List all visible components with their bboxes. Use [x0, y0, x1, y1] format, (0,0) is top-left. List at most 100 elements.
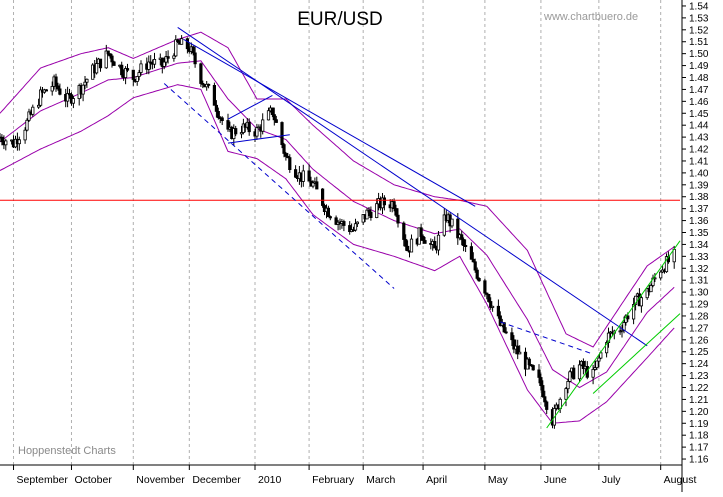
candle-body-53 — [139, 63, 143, 73]
trend-line-2 — [183, 38, 476, 207]
candle-body-18 — [44, 89, 49, 92]
candle-body-182 — [489, 301, 493, 308]
y-tick-label-20: 1.36 — [689, 216, 709, 227]
y-tick-label-14: 1.30 — [689, 288, 709, 299]
y-tick-label-17: 1.33 — [689, 252, 709, 263]
trend-line-6 — [500, 321, 594, 355]
candle-body-150 — [404, 239, 408, 247]
candle-body-69 — [185, 38, 189, 50]
trend-line-5 — [227, 134, 290, 144]
candle-body-78 — [206, 83, 211, 86]
candle-body-132 — [353, 223, 358, 231]
candle-body-81 — [216, 111, 220, 119]
candle-body-249 — [672, 248, 676, 263]
candle-body-122 — [326, 207, 331, 217]
x-axis-ticks: September October November December 2010 Febr… — [13, 465, 696, 486]
candle-body-55 — [147, 61, 151, 70]
candle-body-74 — [199, 63, 203, 84]
y-tick-label-10: 1.26 — [689, 335, 709, 346]
candle-body-213 — [572, 367, 576, 380]
candle-body-185 — [498, 315, 502, 326]
candle-body-210 — [566, 380, 570, 390]
candle-body-102 — [272, 114, 276, 121]
candle-body-192 — [516, 345, 520, 355]
candle-body-40 — [106, 50, 110, 55]
x-tick-label-5: February — [312, 474, 355, 486]
candle-body-41 — [108, 53, 112, 57]
candle-body-173 — [463, 244, 468, 247]
candle-body-183 — [490, 305, 495, 308]
candle-body-230 — [620, 329, 624, 332]
y-tick-label-7: 1.23 — [689, 371, 709, 382]
candle-body-19 — [50, 86, 54, 92]
y-tick-label-29: 1.45 — [689, 109, 709, 120]
candle-body-43 — [112, 61, 116, 66]
candle-body-11 — [27, 111, 31, 121]
candle-body-133 — [355, 221, 360, 225]
y-tick-label-32: 1.48 — [689, 73, 709, 84]
candle-body-148 — [396, 214, 400, 224]
candle-body-32 — [83, 81, 87, 86]
candle-body-178 — [477, 277, 481, 282]
candle-body-138 — [369, 211, 373, 219]
candle-body-225 — [606, 332, 611, 344]
candle-body-129 — [348, 225, 352, 232]
y-tick-label-15: 1.31 — [689, 276, 709, 287]
candle-body-171 — [460, 234, 464, 240]
candle-body-114 — [307, 170, 311, 182]
candle-body-8 — [17, 139, 21, 145]
y-tick-label-3: 1.19 — [689, 419, 709, 430]
candle-body-209 — [564, 388, 568, 400]
x-tick-label-10: July — [602, 474, 621, 486]
y-tick-label-9: 1.25 — [689, 347, 709, 358]
candle-body-118 — [315, 181, 319, 190]
candle-body-63 — [166, 56, 170, 59]
candle-body-198 — [531, 365, 535, 371]
candle-body-84 — [226, 120, 230, 130]
y-tick-label-6: 1.22 — [689, 383, 709, 394]
candle-body-47 — [124, 68, 128, 79]
trend-line-3 — [163, 83, 395, 289]
candle-body-80 — [214, 104, 218, 112]
watermark-text: www.chartbuero.de — [543, 11, 638, 23]
y-tick-label-21: 1.37 — [689, 204, 709, 215]
y-tick-label-22: 1.38 — [689, 192, 709, 203]
y-tick-label-0: 1.16 — [689, 455, 709, 466]
candle-body-52 — [137, 72, 141, 77]
candle-body-75 — [201, 83, 205, 85]
candle-body-56 — [149, 61, 153, 64]
bollinger-bands — [0, 31, 675, 424]
candle-body-137 — [367, 209, 371, 213]
candle-body-124 — [334, 217, 338, 225]
y-tick-label-4: 1.20 — [689, 407, 709, 418]
trend-lines — [0, 26, 681, 429]
credit-text: Hoppenstedt Charts — [18, 445, 116, 457]
candle-body-42 — [110, 55, 114, 63]
x-tick-label-6: March — [366, 474, 395, 486]
y-tick-label-25: 1.41 — [689, 156, 709, 167]
candle-body-104 — [280, 122, 284, 146]
candle-body-107 — [286, 155, 290, 158]
trend-line-4 — [227, 94, 273, 120]
candle-body-48 — [125, 68, 130, 71]
candle-body-224 — [605, 342, 609, 354]
candle-body-172 — [461, 239, 466, 246]
candle-body-216 — [581, 360, 586, 369]
y-tick-label-1: 1.17 — [689, 443, 709, 454]
x-tick-label-3: December — [192, 474, 241, 486]
candle-body-49 — [131, 69, 135, 80]
candle-body-199 — [537, 369, 541, 378]
candle-body-123 — [328, 216, 332, 219]
candle-body-23 — [58, 88, 62, 95]
candle-body-156 — [419, 227, 423, 237]
candle-body-200 — [539, 377, 543, 387]
candle-body-113 — [301, 170, 305, 182]
x-tick-label-0: September — [17, 474, 69, 486]
chart-title: EUR/USD — [297, 9, 383, 30]
y-tick-label-19: 1.35 — [689, 228, 709, 239]
candle-body-66 — [176, 39, 180, 42]
candle-body-235 — [634, 295, 638, 305]
candle-body-31 — [81, 84, 85, 95]
